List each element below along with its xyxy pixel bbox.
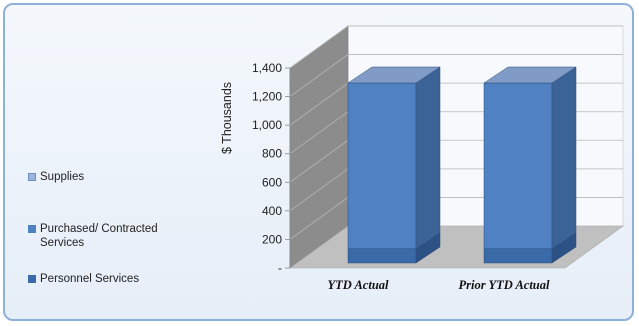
bar-segment	[483, 248, 553, 264]
bar-top	[483, 66, 577, 84]
y-tick-label: 400	[262, 204, 282, 218]
legend-label-purchased: Purchased/ Contracted Services	[40, 223, 158, 249]
y-tick-label: 1,400	[252, 61, 282, 75]
y-tick-label: 800	[262, 147, 282, 161]
legend-label-personnel: Personnel Services	[40, 273, 140, 285]
gridline	[289, 54, 623, 97]
bar-segment	[347, 82, 417, 249]
bar-top	[347, 66, 441, 84]
legend-item-supplies: Supplies	[28, 170, 84, 184]
y-tick-label: 1,200	[252, 90, 282, 104]
bar-segment	[483, 82, 553, 249]
bar-segment-side	[551, 66, 577, 250]
legend-item-purchased: Purchased/ Contracted Services	[28, 222, 190, 250]
bar-segment-side	[415, 66, 441, 250]
bar-segment	[347, 248, 417, 264]
gridline	[289, 25, 623, 69]
y-tick-label: 600	[262, 175, 282, 189]
legend-swatch-personnel	[28, 275, 36, 283]
y-tick-label: -	[278, 261, 282, 275]
x-category-label: Prior YTD Actual	[459, 278, 551, 292]
legend-label-supplies: Supplies	[40, 171, 85, 183]
y-tick-label: 1,000	[252, 118, 282, 132]
legend-item-personnel: Personnel Services	[28, 272, 139, 286]
legend-swatch-purchased	[28, 225, 36, 233]
y-tick-label: 200	[262, 232, 282, 246]
legend-swatch-supplies	[28, 173, 36, 181]
x-category-label: YTD Actual	[328, 278, 390, 292]
y-axis-title: $ Thousands	[220, 82, 234, 154]
